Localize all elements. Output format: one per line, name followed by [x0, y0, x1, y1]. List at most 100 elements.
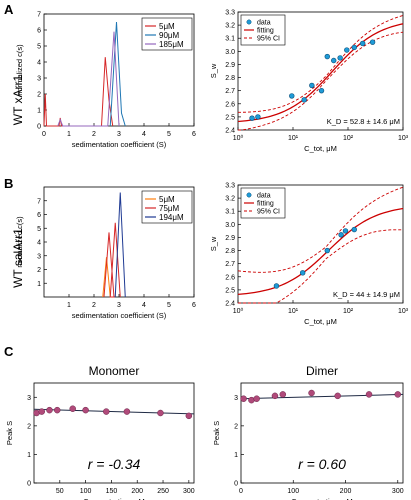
data-point: [249, 115, 255, 121]
y-tick-label: 2.7: [225, 261, 235, 268]
x-tick-label: 4: [142, 131, 146, 138]
x-tick-label: 300: [392, 488, 404, 495]
x-axis-label: Concentration, μM: [291, 497, 352, 500]
y-tick-label: 2: [37, 92, 41, 99]
data-point: [279, 391, 287, 398]
panel-label-B: B: [4, 176, 13, 191]
y-tick-label: 0: [234, 481, 238, 488]
data-point: [344, 47, 350, 53]
x-tick-label: 10⁰: [233, 307, 244, 315]
y-tick-label: 0: [27, 481, 31, 488]
x-tick-label: 5: [167, 131, 171, 138]
legend-label: 90μM: [159, 31, 180, 40]
x-tick-label: 10¹: [288, 135, 299, 142]
plot-frame: [240, 382, 404, 484]
y-tick-label: 3.3: [225, 10, 235, 17]
y-tick-label: 2.8: [225, 75, 235, 82]
ci-lower-line: [238, 31, 404, 131]
legend-label: fitting: [257, 28, 274, 35]
x-tick-label: 2: [92, 302, 96, 309]
y-tick-label: 6: [37, 212, 41, 219]
x-tick-label: 1: [67, 131, 71, 138]
data-point: [324, 53, 330, 60]
y-tick-label: 1: [37, 281, 41, 288]
series-line: [114, 192, 126, 298]
y-axis-label: normalized c(s): [15, 44, 24, 96]
chart-A-left: 0 1 2 3 4 5 6 0 1 2 3 4 5 6 7 sedimentation coefficient…: [15, 12, 196, 150]
chart-C-left: 50 100 150 200 250 300 0 1 2 3 Concentration, μM Pe…: [5, 364, 195, 500]
y-tick-label: 5: [37, 44, 41, 51]
y-tick-label: 3.1: [225, 36, 235, 43]
y-tick-label: 1: [234, 452, 238, 459]
trend-line: [33, 408, 195, 415]
y-tick-label: 2.4: [225, 301, 235, 308]
y-tick-label: 3.2: [225, 23, 235, 30]
y-tick-label: 7: [37, 198, 41, 205]
series-line: [103, 222, 121, 298]
y-tick-label: 3.0: [225, 222, 235, 229]
x-axis-label: sedimentation coefficient (S): [72, 140, 167, 149]
y-tick-label: 2.7: [225, 88, 235, 95]
x-axis-label: C_tot, μM: [304, 317, 337, 326]
y-tick-label: 2: [37, 267, 41, 274]
plot-frame: [237, 184, 404, 304]
y-tick-label: 3.0: [225, 49, 235, 56]
y-tick-label: 2.4: [225, 128, 235, 135]
y-tick-label: 3.1: [225, 209, 235, 216]
data-point: [338, 232, 344, 238]
data-point: [308, 389, 315, 397]
legend-label: 95% CI: [257, 209, 280, 216]
x-axis-label: C_tot, μM: [304, 144, 337, 153]
data-point: [46, 406, 53, 414]
legend-swatch: [246, 19, 252, 25]
data-point: [253, 395, 260, 402]
row-label-A: WT xArr1: [11, 74, 25, 125]
x-tick-label: 100: [80, 488, 92, 495]
x-axis-label: sedimentation coefficient (S): [72, 311, 167, 320]
y-tick-label: 7: [37, 12, 41, 19]
x-tick-label: 50: [56, 488, 64, 495]
kd-annotation: K_D = 44 ± 14.9 μM: [333, 290, 400, 299]
series-line: [102, 257, 111, 298]
legend-label: 185μM: [159, 40, 184, 49]
legend-label: data: [257, 193, 271, 200]
ci-upper-line: [237, 15, 404, 113]
x-tick-label: 200: [131, 488, 143, 495]
x-tick-label: 3: [117, 131, 121, 138]
legend-label: 5μM: [159, 195, 175, 204]
data-point: [334, 392, 341, 400]
x-tick-label: 300: [183, 488, 195, 495]
data-point: [351, 226, 357, 233]
legend-label: 5μM: [159, 22, 175, 31]
legend-swatch: [246, 192, 252, 198]
y-tick-label: 2: [27, 423, 31, 430]
chart-title: Dimer: [306, 364, 338, 378]
y-tick-label: 2.5: [225, 287, 235, 294]
chart-title: Monomer: [89, 364, 140, 378]
x-tick-label: 0: [42, 131, 46, 138]
legend-label: data: [257, 20, 271, 27]
data-point: [342, 228, 349, 234]
legend-label: 75μM: [159, 204, 180, 213]
row-label-B: WT salArr1: [11, 228, 25, 288]
kd-annotation: K_D = 52.8 ± 14.6 μM: [327, 117, 400, 126]
data-point: [365, 391, 373, 398]
y-tick-label: 2.6: [225, 274, 235, 281]
x-tick-label: 6: [192, 302, 196, 309]
x-tick-label: 200: [340, 488, 352, 495]
x-tick-label: 10⁰: [233, 134, 244, 142]
data-point: [240, 395, 247, 402]
data-point: [299, 270, 306, 276]
y-tick-label: 2.9: [225, 62, 235, 69]
x-tick-label: 10³: [398, 308, 409, 315]
data-point: [331, 57, 337, 64]
y-tick-label: 4: [37, 60, 41, 67]
y-tick-label: 0: [37, 124, 41, 131]
data-point: [289, 93, 295, 99]
trend-line: [240, 393, 404, 400]
x-tick-label: 4: [142, 302, 146, 309]
data-point: [309, 82, 315, 89]
data-point: [271, 392, 279, 400]
x-tick-label: 100: [287, 488, 299, 495]
